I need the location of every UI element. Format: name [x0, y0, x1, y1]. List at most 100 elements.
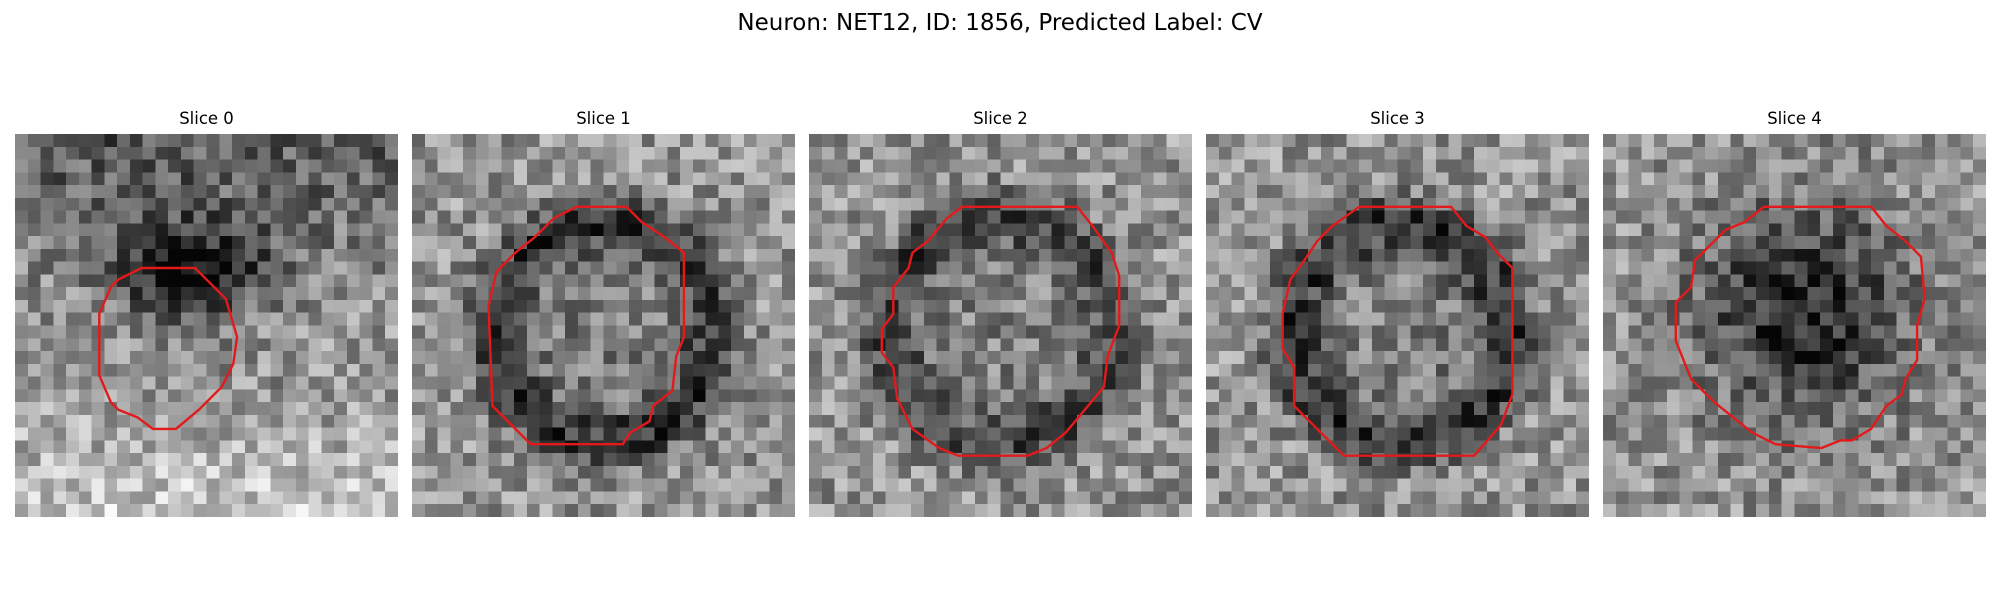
image-pixel: [1384, 427, 1399, 441]
image-pixel: [1115, 185, 1129, 199]
image-pixel: [898, 465, 912, 480]
image-pixel: [104, 248, 118, 263]
image-pixel: [1051, 146, 1065, 161]
image-pixel: [232, 146, 246, 161]
image-pixel: [1269, 363, 1284, 378]
image-pixel: [974, 134, 989, 148]
image-pixel: [1206, 389, 1220, 403]
image-pixel: [885, 312, 899, 327]
image-pixel: [244, 453, 259, 467]
image-pixel: [526, 134, 541, 148]
image-pixel: [809, 236, 823, 250]
image-pixel: [872, 363, 887, 378]
image-pixel: [244, 146, 259, 161]
image-pixel: [91, 491, 105, 505]
image-pixel: [1486, 223, 1501, 237]
image-pixel: [1896, 274, 1910, 288]
image-pixel: [731, 146, 745, 161]
neuron-contour: [487, 205, 686, 446]
image-pixel: [1320, 376, 1335, 390]
image-pixel: [1206, 223, 1220, 237]
image-pixel: [1486, 453, 1501, 467]
image-pixel: [1717, 299, 1732, 314]
image-pixel: [539, 440, 554, 454]
image-pixel: [1295, 223, 1309, 237]
image-pixel: [1537, 248, 1552, 263]
image-pixel: [590, 185, 605, 199]
image-pixel: [962, 363, 976, 378]
image-pixel: [1474, 312, 1488, 327]
image-pixel: [1000, 376, 1014, 390]
image-pixel: [1461, 312, 1475, 327]
image-pixel: [501, 440, 515, 454]
image-pixel: [782, 402, 795, 416]
image-pixel: [1641, 491, 1655, 505]
image-pixel: [15, 223, 29, 237]
image-pixel: [1934, 185, 1949, 199]
image-pixel: [629, 248, 643, 263]
image-pixel: [1179, 287, 1192, 301]
image-pixel: [782, 504, 795, 517]
image-pixel: [885, 338, 899, 352]
image-pixel: [1179, 427, 1192, 441]
image-pixel: [821, 351, 836, 365]
image-pixel: [577, 427, 592, 441]
image-pixel: [295, 453, 310, 467]
image-pixel: [898, 172, 912, 186]
image-pixel: [1947, 146, 1962, 161]
image-pixel: [1973, 491, 1986, 505]
image-pixel: [667, 134, 681, 148]
image-pixel: [1603, 504, 1617, 517]
image-pixel: [1013, 338, 1027, 352]
image-pixel: [321, 465, 335, 480]
image-pixel: [168, 146, 182, 161]
image-pixel: [590, 312, 605, 327]
image-pixel: [424, 389, 439, 403]
image-pixel: [1871, 274, 1885, 288]
image-pixel: [923, 351, 938, 365]
image-pixel: [270, 376, 284, 390]
image-pixel: [1896, 504, 1910, 517]
image-pixel: [1384, 389, 1399, 403]
image-pixel: [949, 351, 963, 365]
image-pixel: [1153, 223, 1168, 237]
image-pixel: [769, 453, 783, 467]
image-pixel: [334, 146, 348, 161]
image-pixel: [321, 478, 335, 493]
image-pixel: [1140, 223, 1155, 237]
image-pixel: [1295, 172, 1309, 186]
image-pixel: [1486, 312, 1501, 327]
image-pixel: [129, 223, 144, 237]
image-pixel: [155, 223, 169, 237]
image-pixel: [705, 478, 719, 493]
image-pixel: [1435, 134, 1450, 148]
image-pixel: [1000, 197, 1014, 212]
image-pixel: [1206, 402, 1220, 416]
image-pixel: [475, 491, 490, 505]
image-pixel: [1064, 363, 1078, 378]
image-pixel: [1807, 223, 1821, 237]
image-pixel: [1384, 172, 1399, 186]
image-pixel: [193, 351, 208, 365]
image-pixel: [1934, 134, 1949, 148]
image-pixel: [193, 210, 208, 224]
image-pixel: [168, 299, 182, 314]
image-pixel: [385, 312, 398, 327]
image-pixel: [1641, 274, 1655, 288]
image-pixel: [1960, 427, 1974, 441]
image-pixel: [1166, 389, 1180, 403]
image-pixel: [1474, 134, 1488, 148]
image-pixel: [1603, 402, 1617, 416]
image-pixel: [270, 210, 284, 224]
image-pixel: [244, 389, 259, 403]
image-pixel: [1000, 185, 1014, 199]
image-pixel: [463, 402, 477, 416]
image-pixel: [1102, 159, 1116, 173]
image-pixel: [1474, 185, 1488, 199]
image-pixel: [244, 210, 259, 224]
image-pixel: [654, 236, 668, 250]
neuron-contour: [1281, 205, 1514, 457]
image-pixel: [1717, 504, 1732, 517]
image-pixel: [1320, 325, 1335, 339]
image-pixel: [1563, 299, 1577, 314]
